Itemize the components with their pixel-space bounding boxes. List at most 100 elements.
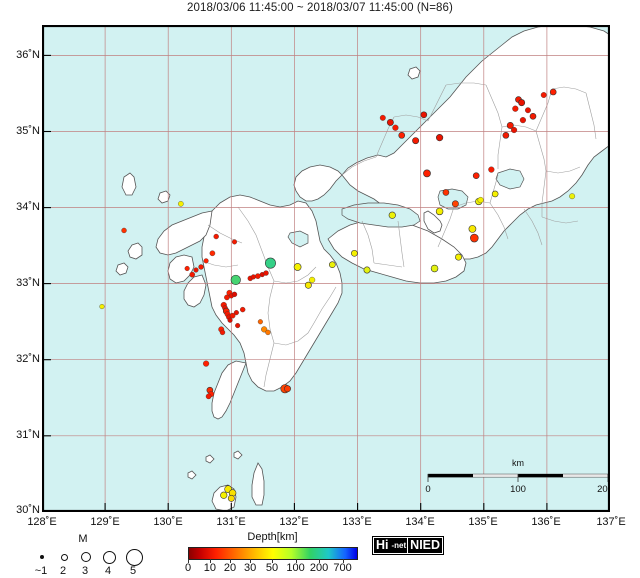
epicenter-marker[interactable] [265,329,271,336]
depth-tick-label-50: 50 [265,562,279,574]
epicenter-marker[interactable] [468,225,477,233]
epicenter-marker[interactable] [423,169,431,178]
depth-legend-title: Depth[km] [247,531,298,543]
epicenter-marker[interactable] [250,274,256,280]
epicenter-marker[interactable] [488,166,495,173]
epicenter-marker[interactable] [491,190,499,198]
lat-label-36: 36˚N [16,49,40,61]
epicenter-marker[interactable] [519,117,526,124]
depth-tick-mark-50 [272,559,273,563]
epicenter-marker[interactable] [569,193,576,200]
epicenter-marker[interactable] [512,105,519,112]
epicenter-marker[interactable] [257,319,263,325]
epicenter-marker[interactable] [549,88,557,96]
epicenter-marker[interactable] [435,207,444,216]
epicenter-marker[interactable] [436,134,444,142]
depth-tick-label-20: 20 [223,562,237,574]
epicenter-marker[interactable] [363,266,371,274]
epicenter-marker[interactable] [351,249,358,257]
scalebar-unit: km [512,458,524,468]
depth-tick-label-10: 10 [203,562,216,574]
page-title: 2018/03/06 11:45:00 ~ 2018/03/07 11:45:0… [187,2,453,14]
epicenter-marker[interactable] [193,267,199,273]
satsuma-peninsula [211,360,247,420]
epicenter-marker[interactable] [99,304,105,310]
epicenter-marker[interactable] [525,107,531,114]
nw-kyushu [155,210,213,256]
epicenter-marker[interactable] [240,306,246,313]
epicenter-marker[interactable] [540,92,547,98]
depth-tick-label-200: 200 [309,562,329,574]
epicenter-marker[interactable] [420,111,428,119]
awaji-island [423,210,443,234]
lat-label-35: 35˚N [16,125,40,137]
epicenter-marker[interactable] [529,112,537,120]
epicenter-marker[interactable] [442,189,450,196]
map-frame [42,25,610,512]
magnitude-label-5: 5 [129,565,137,577]
depth-tick-mark-20 [230,559,231,563]
epicenter-marker[interactable] [233,310,239,316]
epicenter-marker[interactable] [235,323,241,329]
epicenter-marker[interactable] [293,263,302,271]
depth-tick-mark-700 [342,559,344,563]
epicenter-marker[interactable] [518,99,526,107]
epicenter-marker[interactable] [455,253,462,261]
epicenter-marker[interactable] [284,385,291,393]
yamaguchi [293,164,343,202]
epicenter-marker[interactable] [511,126,518,134]
magnitude-label-1: ~1 [34,565,48,577]
ariake-sea [287,230,309,248]
epicenter-marker[interactable] [388,211,396,219]
epicenter-marker[interactable] [261,326,268,333]
epicenter-marker[interactable] [430,264,439,273]
epicenter-marker[interactable] [392,124,399,131]
epicenter-marker[interactable] [304,281,312,289]
earthquake-markers[interactable] [99,88,576,502]
epicenter-marker[interactable] [178,201,184,207]
epicenter-marker[interactable] [506,121,514,129]
epicenter-marker[interactable] [398,132,406,139]
lon-label-133: 133˚E [342,516,372,528]
epicenter-marker[interactable] [213,233,219,240]
epicenter-marker[interactable] [203,258,209,264]
epicenter-marker[interactable] [231,291,238,298]
epicenter-marker[interactable] [227,317,233,323]
magnitude-circles [18,547,148,566]
epicenter-marker[interactable] [309,276,316,283]
epicenter-marker[interactable] [502,132,510,139]
epicenter-marker[interactable] [184,265,190,272]
epicenter-marker[interactable] [477,196,484,204]
epicenter-marker[interactable] [264,257,276,269]
epicenter-marker[interactable] [230,274,241,285]
inland-sea [287,168,525,248]
epicenter-marker[interactable] [219,329,226,336]
epicenter-marker[interactable] [412,137,420,145]
epicenter-marker[interactable] [198,264,204,270]
epicenter-marker[interactable] [386,118,394,126]
epicenter-marker[interactable] [205,393,212,400]
epicenter-marker[interactable] [224,294,230,301]
epicenter-marker[interactable] [255,273,261,279]
epicenter-marker[interactable] [229,312,236,319]
epicenter-marker[interactable] [470,233,479,243]
epicenter-marker[interactable] [220,491,228,499]
epicenter-marker[interactable] [189,271,195,278]
epicenter-marker[interactable] [472,172,480,179]
epicenter-marker[interactable] [231,239,238,245]
lat-label-33: 33˚N [16,277,40,289]
epicenter-marker[interactable] [451,200,459,208]
seismic-map[interactable]: km 0 100 200 [42,25,610,512]
epicenter-marker[interactable] [227,494,235,502]
lat-label-30: 30˚N [16,504,40,516]
epicenter-marker[interactable] [209,250,216,257]
epicenter-marker[interactable] [203,360,210,367]
lon-label-129: 129˚E [90,516,120,528]
tanegashima [251,462,265,506]
oki-islands [407,66,421,80]
epicenter-marker[interactable] [328,261,336,269]
seto-inland-sea [341,202,421,228]
epicenter-marker[interactable] [379,114,386,121]
epicenter-marker[interactable] [121,227,127,234]
epicenter-marker[interactable] [263,270,269,276]
